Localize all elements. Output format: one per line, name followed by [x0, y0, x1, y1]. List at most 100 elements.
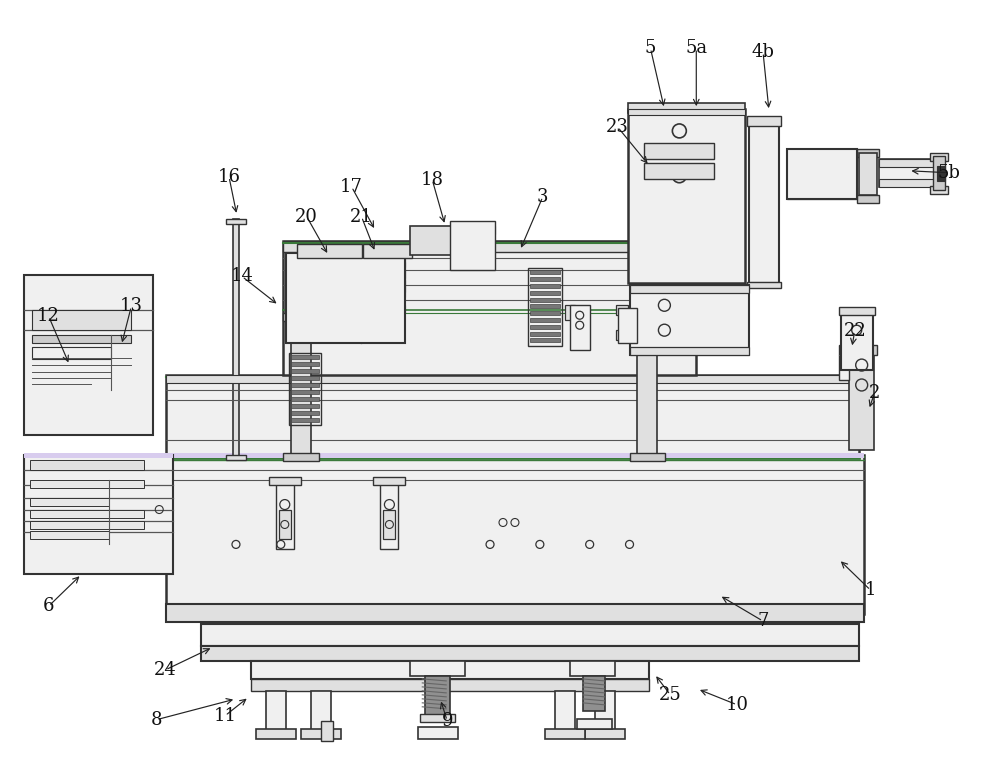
Bar: [530, 338, 560, 343]
Bar: [847, 345, 877, 355]
Bar: [628, 103, 745, 113]
Bar: [530, 304, 560, 308]
Bar: [412, 226, 495, 233]
Bar: [291, 383, 319, 387]
Text: 20: 20: [295, 207, 318, 226]
Bar: [276, 480, 294, 549]
Bar: [555, 691, 575, 731]
Bar: [841, 311, 873, 370]
Bar: [410, 661, 465, 676]
Bar: [286, 280, 405, 292]
Bar: [616, 330, 628, 340]
Text: 17: 17: [340, 177, 363, 196]
Bar: [166, 453, 864, 457]
Bar: [283, 240, 696, 252]
Bar: [286, 270, 405, 278]
Bar: [283, 313, 319, 321]
Bar: [291, 390, 319, 394]
Bar: [618, 308, 637, 343]
Bar: [530, 318, 560, 322]
Text: 8: 8: [151, 711, 162, 729]
Bar: [291, 355, 319, 360]
Bar: [794, 161, 849, 187]
Text: 22: 22: [843, 322, 866, 340]
Text: 18: 18: [421, 171, 444, 189]
Bar: [937, 166, 945, 181]
Bar: [595, 691, 615, 731]
Bar: [286, 295, 365, 303]
Bar: [266, 691, 286, 731]
Bar: [311, 691, 331, 731]
Bar: [166, 604, 864, 622]
Bar: [530, 270, 560, 275]
Bar: [24, 454, 173, 575]
Bar: [32, 347, 111, 359]
Bar: [879, 159, 938, 167]
Bar: [166, 375, 859, 454]
Bar: [301, 729, 341, 739]
Bar: [291, 411, 319, 415]
Bar: [166, 375, 859, 383]
Text: 11: 11: [214, 707, 237, 724]
Bar: [297, 243, 362, 259]
Bar: [630, 313, 665, 321]
Bar: [859, 153, 877, 194]
Text: 25: 25: [659, 686, 682, 704]
Bar: [201, 646, 859, 661]
Bar: [279, 509, 291, 539]
Bar: [363, 243, 412, 259]
Bar: [30, 497, 109, 506]
Bar: [269, 477, 301, 485]
Bar: [628, 109, 745, 115]
Bar: [583, 676, 605, 711]
Bar: [450, 220, 495, 270]
Bar: [630, 347, 749, 355]
Bar: [30, 522, 144, 529]
Bar: [283, 240, 696, 375]
Bar: [747, 116, 781, 126]
Bar: [933, 156, 945, 190]
Bar: [630, 453, 665, 461]
Bar: [530, 298, 560, 301]
Bar: [30, 509, 144, 517]
Bar: [233, 219, 239, 457]
Bar: [373, 477, 405, 485]
Bar: [530, 277, 560, 282]
Bar: [291, 315, 311, 454]
Bar: [787, 149, 857, 199]
Text: 16: 16: [217, 168, 240, 186]
Text: 5b: 5b: [938, 164, 961, 182]
Text: 7: 7: [757, 612, 769, 630]
Text: 9: 9: [441, 711, 453, 730]
Bar: [30, 480, 144, 487]
Bar: [839, 345, 849, 380]
Bar: [201, 624, 859, 646]
Bar: [283, 453, 319, 461]
Bar: [286, 256, 405, 268]
Text: 1: 1: [865, 581, 876, 599]
Bar: [291, 376, 319, 380]
Bar: [226, 454, 246, 460]
Bar: [857, 149, 879, 157]
Bar: [644, 143, 714, 159]
Bar: [291, 362, 319, 366]
Bar: [577, 719, 612, 729]
Bar: [628, 109, 745, 283]
Bar: [361, 262, 405, 298]
Bar: [166, 454, 864, 614]
Bar: [857, 194, 879, 203]
Bar: [530, 331, 560, 336]
Bar: [616, 305, 628, 315]
Text: 10: 10: [726, 696, 749, 714]
Text: 5: 5: [645, 39, 656, 57]
Bar: [410, 226, 495, 256]
Text: 4b: 4b: [752, 43, 774, 61]
Bar: [286, 305, 405, 313]
Bar: [565, 305, 575, 321]
Bar: [930, 153, 948, 161]
Bar: [420, 714, 455, 721]
Bar: [839, 308, 875, 315]
Bar: [530, 311, 560, 315]
Bar: [528, 269, 562, 346]
Bar: [289, 353, 321, 425]
